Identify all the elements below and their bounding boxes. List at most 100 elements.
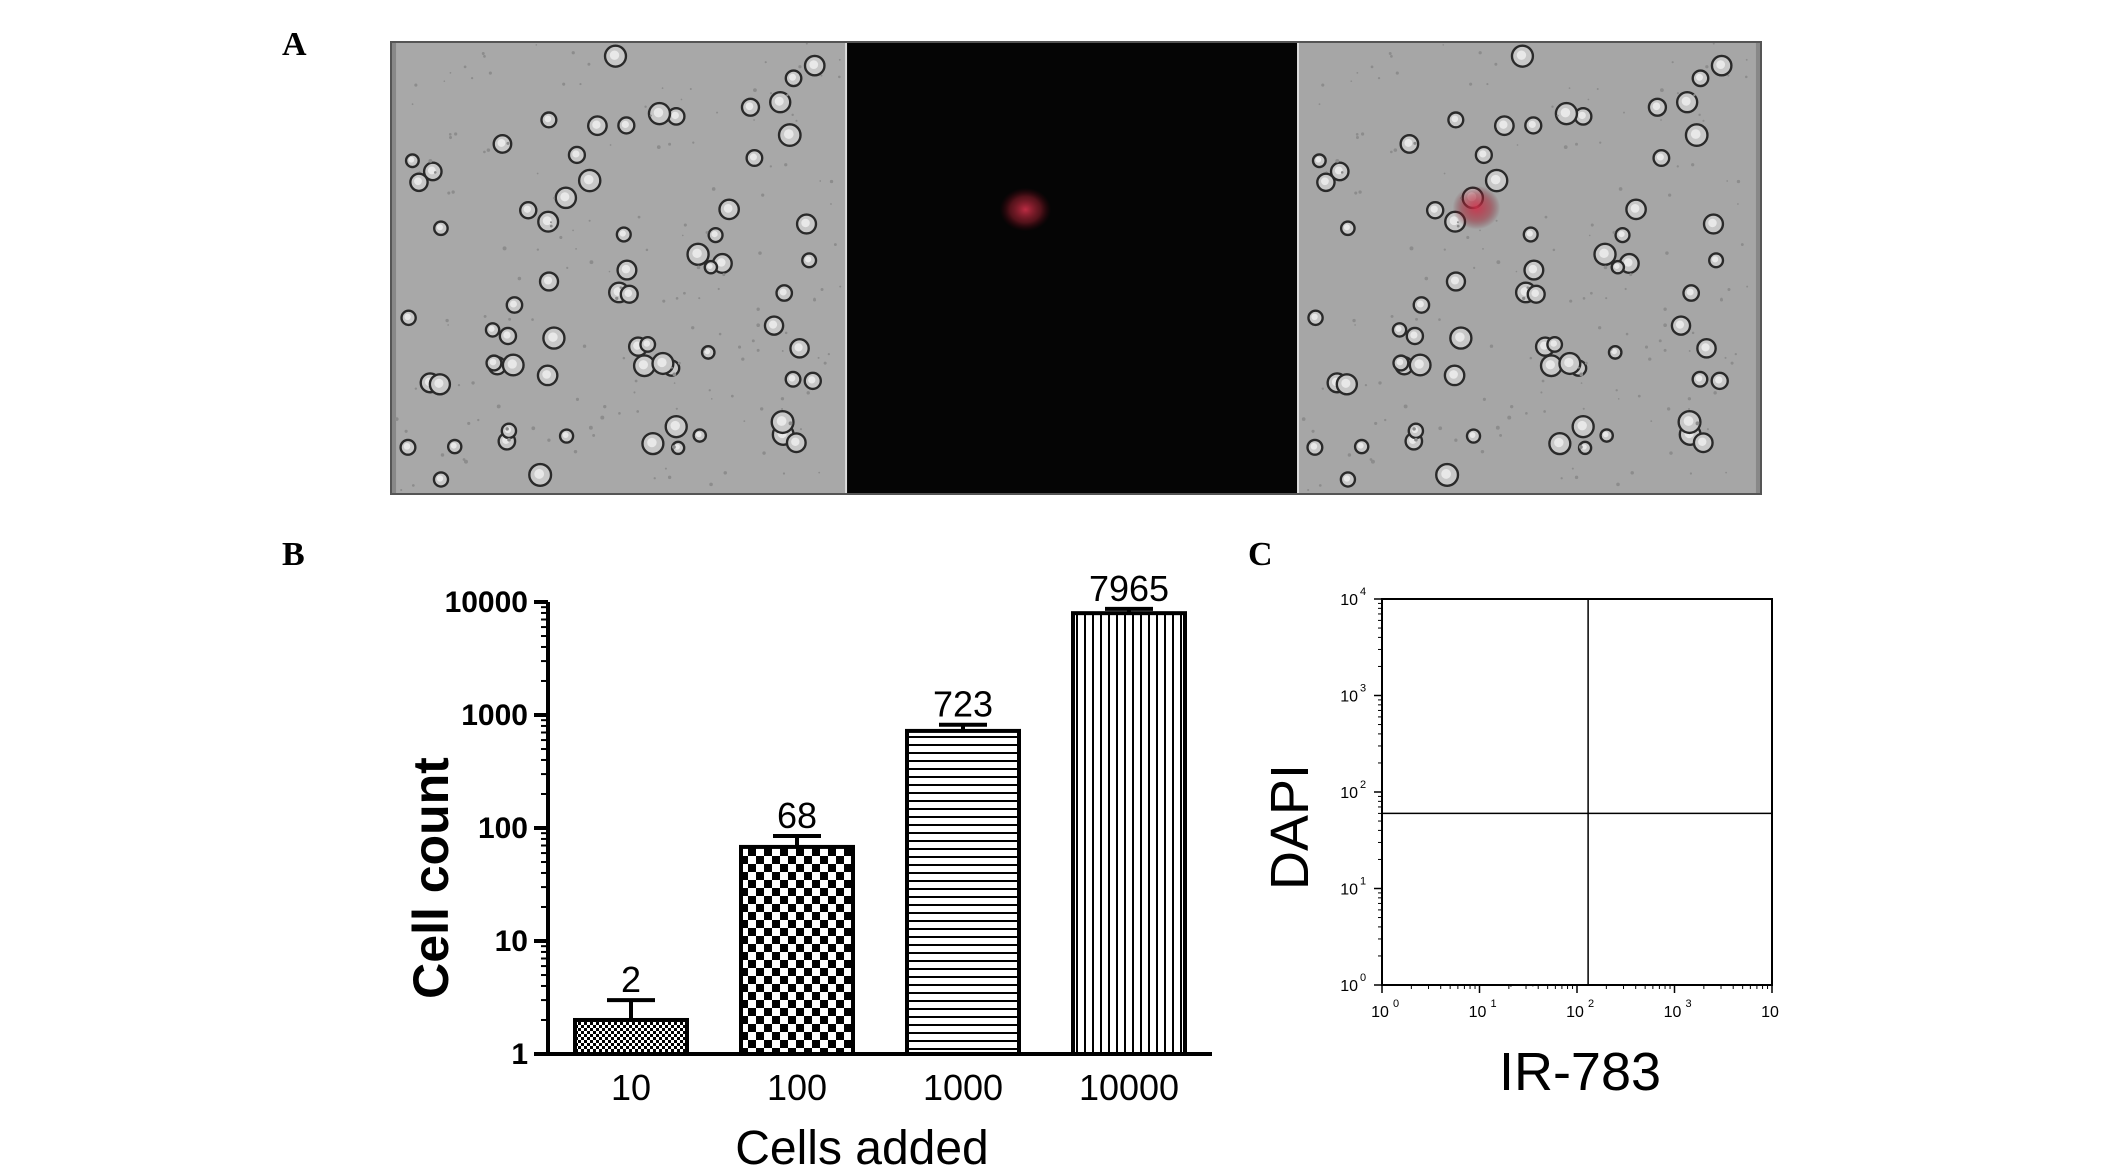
debris <box>1321 387 1324 390</box>
x-tick-exponent: 2 <box>1588 998 1594 1010</box>
debris <box>477 418 480 422</box>
debris <box>531 318 534 321</box>
debris <box>1730 361 1734 365</box>
cell <box>1316 172 1336 193</box>
debris <box>1582 297 1586 300</box>
debris <box>449 71 452 74</box>
debris <box>1377 77 1381 80</box>
x-tick-label: 10 <box>1371 1004 1389 1021</box>
debris <box>575 247 577 250</box>
fluorescent-cell <box>999 187 1052 232</box>
cell <box>1614 226 1631 244</box>
cell <box>1329 161 1350 182</box>
cell <box>536 364 559 387</box>
debris <box>1478 51 1482 55</box>
debris <box>1424 276 1429 281</box>
debris <box>1727 288 1731 292</box>
debris <box>447 191 451 195</box>
cell <box>616 259 638 281</box>
debris <box>1301 417 1306 421</box>
cell <box>1675 91 1699 114</box>
debris <box>806 391 810 395</box>
debris <box>488 71 492 75</box>
debris <box>1482 247 1484 250</box>
debris <box>1350 80 1353 82</box>
debris <box>1693 94 1696 97</box>
cell <box>1647 97 1668 117</box>
debris <box>411 484 415 487</box>
cell <box>492 134 513 154</box>
cell <box>484 322 501 338</box>
debris <box>753 88 757 92</box>
debris <box>588 425 593 430</box>
cell <box>1692 432 1714 454</box>
debris <box>600 415 605 420</box>
debris <box>496 404 501 409</box>
cell <box>577 168 602 193</box>
debris <box>683 223 687 227</box>
debris <box>1599 141 1602 144</box>
debris <box>1335 158 1340 163</box>
debris <box>483 314 487 318</box>
debris <box>784 331 788 335</box>
debris <box>1378 381 1382 385</box>
cell <box>1702 213 1725 235</box>
debris <box>454 132 458 136</box>
debris <box>1625 332 1629 336</box>
microscopy-strip <box>390 41 1762 495</box>
debris <box>1540 391 1543 394</box>
debris <box>1370 65 1374 69</box>
debris <box>1587 98 1590 101</box>
debris <box>428 158 433 163</box>
cell <box>670 440 686 456</box>
cell <box>1447 111 1465 129</box>
merged-fluorescent-cell <box>1452 185 1501 230</box>
debris <box>1590 291 1593 295</box>
debris <box>1321 83 1325 87</box>
debris <box>741 357 745 361</box>
debris <box>505 427 509 431</box>
cell <box>1353 438 1370 455</box>
cell <box>692 428 708 443</box>
debris <box>1390 55 1393 58</box>
debris <box>708 389 711 392</box>
debris <box>1355 132 1359 136</box>
debris <box>1615 389 1618 392</box>
bar-10000 <box>1071 611 1187 1056</box>
debris <box>608 270 611 273</box>
debris <box>668 142 672 146</box>
debris <box>1745 58 1748 61</box>
flow-cytometry-scatter: 100100101101102102103103104104 DAPI IR-7… <box>1260 586 1779 1102</box>
debris <box>788 421 793 426</box>
debris <box>1663 323 1667 328</box>
debris <box>1307 488 1310 492</box>
debris <box>603 405 607 409</box>
bar-1000 <box>905 728 1021 1057</box>
debris <box>781 350 784 352</box>
cell <box>803 371 822 391</box>
cell <box>666 106 686 126</box>
debris <box>1582 407 1585 410</box>
debris <box>587 62 591 66</box>
debris <box>1727 74 1730 77</box>
cell <box>400 309 417 327</box>
debris <box>571 51 575 55</box>
debris <box>550 221 552 224</box>
debris <box>1725 471 1727 474</box>
debris <box>1442 44 1445 46</box>
debris <box>1469 82 1473 86</box>
cell <box>1607 345 1623 360</box>
cell <box>428 373 452 396</box>
debris <box>470 77 474 80</box>
debris <box>838 75 841 79</box>
cell <box>1682 284 1701 302</box>
debris <box>1529 356 1533 360</box>
cell <box>718 198 740 221</box>
cell <box>1708 252 1725 269</box>
debris <box>784 163 788 167</box>
debris <box>559 235 563 240</box>
debris <box>1575 142 1579 146</box>
debris <box>838 58 841 61</box>
cell-count-bar-chart: 1 10 100 1000 10000 2 10 68 100 723 1000 7965 10000… <box>403 568 1212 1170</box>
debris <box>1603 265 1608 270</box>
